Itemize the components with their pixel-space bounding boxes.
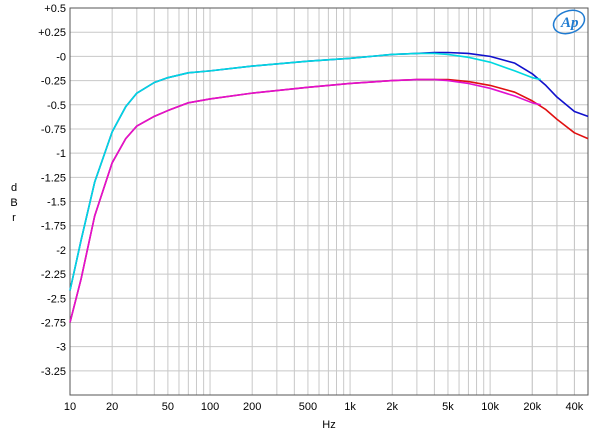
y-axis-label-b: B — [10, 197, 17, 209]
y-tick-label: -3.25 — [41, 366, 66, 378]
x-tick-label: 200 — [243, 401, 261, 413]
y-tick-labels: +0.5 +0.25 -0 -0.25 -0.5 -0.75 -1 -1.25 -1.5 -1.7… — [38, 3, 66, 378]
x-tick-label: 1k — [344, 401, 356, 413]
y-tick-label: -2.75 — [41, 317, 66, 329]
y-tick-label: -1.25 — [41, 172, 66, 184]
plot-frame — [69, 7, 589, 396]
y-tick-label: -1.75 — [41, 221, 66, 233]
ap-logo: Ap — [552, 9, 586, 35]
x-tick-label: 10k — [481, 401, 499, 413]
ap-logo-text: Ap — [560, 15, 579, 31]
x-tick-label: 40k — [566, 401, 584, 413]
series-line-4 — [69, 78, 541, 323]
x-tick-label: 50 — [162, 401, 174, 413]
y-tick-label: -1 — [56, 148, 66, 160]
series-line-1 — [69, 51, 589, 291]
x-tick-labels: 10 20 50 100 200 500 1k 2k 5k 10k 20k 40k — [64, 401, 584, 413]
y-tick-label: -0.25 — [41, 76, 66, 88]
x-tick-label: 5k — [442, 401, 454, 413]
y-axis-label-d: d — [11, 182, 17, 194]
y-tick-label: -2.5 — [47, 293, 66, 305]
x-tick-label: 10 — [64, 401, 76, 413]
y-tick-label: -1.5 — [47, 197, 66, 209]
x-tick-label: 500 — [299, 401, 317, 413]
x-tick-label: 2k — [386, 401, 398, 413]
y-tick-label: -0.75 — [41, 124, 66, 136]
y-axis-label-r: r — [12, 212, 16, 224]
y-tick-label: -2 — [56, 245, 66, 257]
y-tick-label: -3 — [56, 342, 66, 354]
x-tick-label: 20k — [523, 401, 541, 413]
y-tick-label: -2.25 — [41, 269, 66, 281]
series-line-2 — [69, 52, 541, 291]
y-tick-label: +0.5 — [44, 3, 66, 15]
x-axis-label: Hz — [322, 419, 335, 431]
y-tick-label: +0.25 — [38, 27, 66, 39]
y-tick-label: -0 — [56, 51, 66, 63]
x-tick-label: 20 — [106, 401, 118, 413]
ap-logo-ring — [552, 9, 586, 35]
series-lines — [69, 51, 589, 323]
x-tick-label: 100 — [201, 401, 219, 413]
y-tick-label: -0.5 — [47, 100, 66, 112]
grid — [69, 7, 589, 396]
